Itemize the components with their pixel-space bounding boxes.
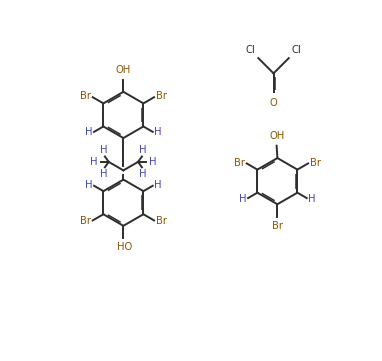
Text: Br: Br [272,221,283,231]
Text: H: H [85,127,93,138]
Text: Br: Br [234,158,245,168]
Text: H: H [139,169,146,179]
Text: H: H [308,194,316,204]
Text: Cl: Cl [292,45,302,55]
Text: Br: Br [80,91,91,101]
Text: Br: Br [156,91,167,101]
Text: Br: Br [310,158,321,168]
Text: H: H [85,180,93,190]
Text: H: H [100,169,108,179]
Text: OH: OH [269,131,284,141]
Text: H: H [91,157,98,167]
Text: HO: HO [117,242,132,252]
Text: H: H [154,127,162,138]
Text: OH: OH [115,65,130,75]
Text: H: H [139,145,146,155]
Text: Br: Br [80,216,91,226]
Text: O: O [270,99,277,108]
Text: H: H [100,145,108,155]
Text: H: H [149,157,156,167]
Text: H: H [239,194,247,204]
Text: H: H [154,180,162,190]
Text: Cl: Cl [246,45,255,55]
Text: Br: Br [156,216,167,226]
